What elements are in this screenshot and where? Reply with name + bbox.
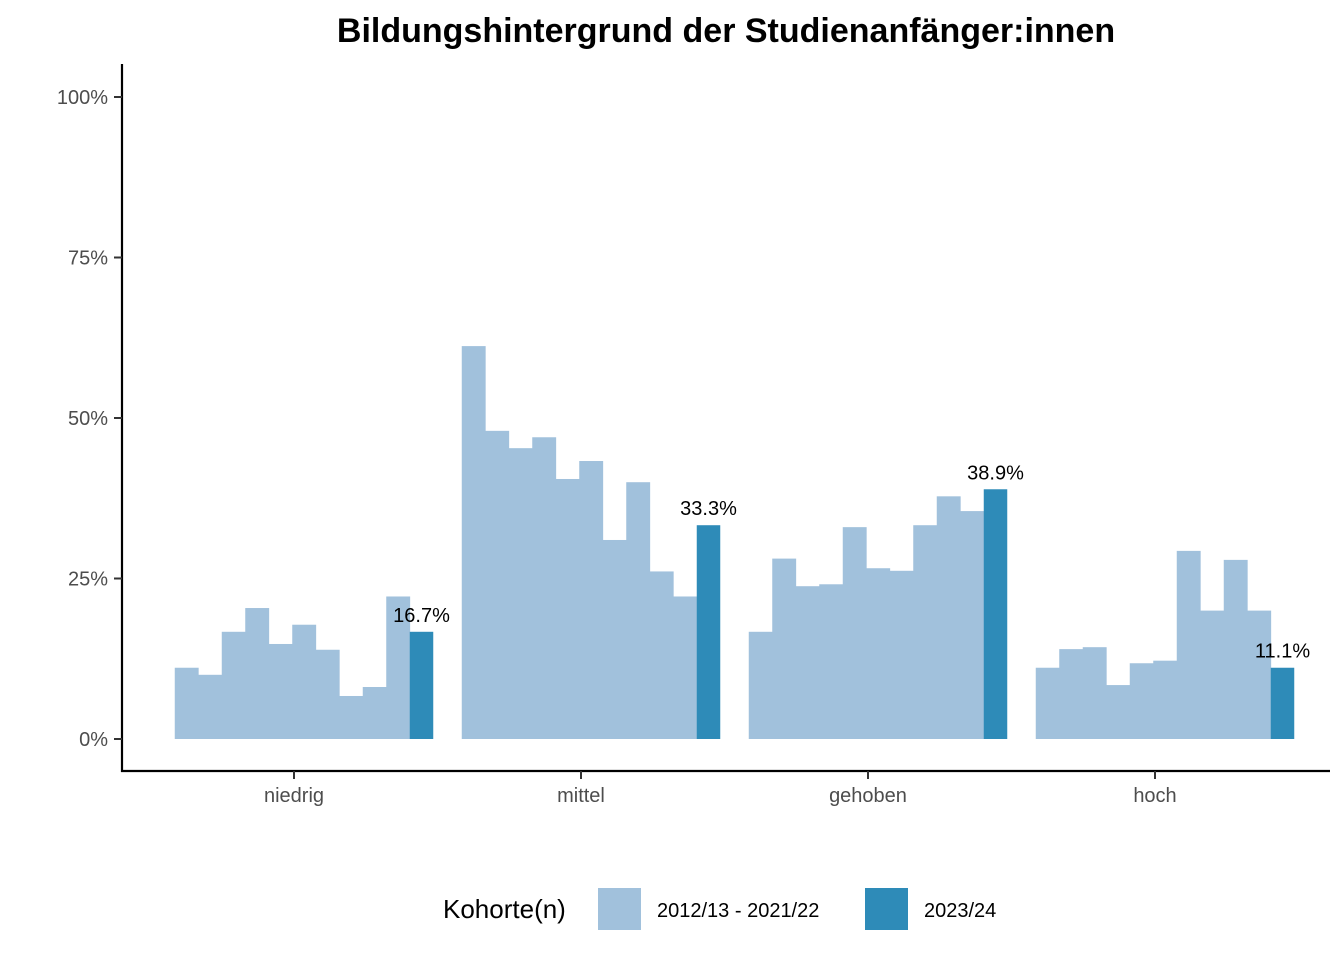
bar-hoch-history-7: [1176, 550, 1201, 739]
bar-gehoben-history-5: [842, 527, 867, 739]
bar-gehoben-history-3: [795, 586, 820, 739]
bar-mittel-history-7: [602, 539, 627, 739]
bar-mittel-history-1: [461, 346, 486, 739]
bar-mittel-history-9: [649, 571, 674, 739]
legend-swatch-history: [598, 888, 641, 930]
bar-mittel-history-3: [508, 448, 533, 739]
chart-title: Bildungshintergrund der Studienanfänger:…: [337, 12, 1115, 50]
y-tick-label: 100%: [57, 87, 108, 109]
bar-gehoben-history-8: [913, 525, 938, 739]
bar-hoch-history-10: [1247, 610, 1272, 739]
bar-gehoben-history-2: [772, 558, 797, 739]
bar-hoch-history-4: [1106, 685, 1131, 739]
legend-title: Kohorte(n): [443, 894, 566, 924]
y-tick-label: 50%: [68, 408, 108, 430]
bar-mittel-history-5: [555, 478, 580, 739]
bar-hoch-history-3: [1082, 647, 1107, 739]
data-label-hoch: 11.1%: [1255, 641, 1310, 663]
legend-label-current: 2023/24: [924, 900, 996, 922]
bar-niedrig-history-6: [292, 624, 317, 739]
bar-hoch-history-1: [1035, 667, 1060, 739]
bar-hoch-history-9: [1223, 559, 1248, 739]
bar-hoch-history-2: [1059, 649, 1084, 739]
bar-mittel-history-6: [579, 461, 604, 739]
bar-gehoben-history-4: [819, 584, 844, 739]
plot-area: 16.7% 33.3% 38.9% 11.1%: [174, 346, 1310, 739]
bar-niedrig-current: [409, 631, 434, 739]
bar-gehoben-history-9: [936, 496, 961, 739]
bar-hoch-history-6: [1153, 660, 1178, 739]
legend: Kohorte(n) 2012/13 - 2021/22 2023/24: [443, 888, 996, 930]
legend-label-history: 2012/13 - 2021/22: [657, 900, 819, 922]
x-tick-label-mittel: mittel: [557, 785, 605, 807]
bar-hoch-history-8: [1200, 610, 1225, 739]
bar-niedrig-history-5: [268, 643, 293, 739]
x-axis-ticks: niedrig mittel gehoben hoch: [264, 771, 1177, 807]
bar-gehoben-history-10: [960, 511, 985, 739]
bar-niedrig-history-9: [362, 687, 387, 739]
data-label-mittel: 33.3%: [680, 498, 737, 520]
bar-niedrig-history-4: [245, 608, 270, 739]
data-label-niedrig: 16.7%: [393, 605, 450, 627]
x-tick-label-gehoben: gehoben: [829, 785, 907, 807]
y-tick-label: 0%: [79, 729, 108, 751]
bar-hoch-history-5: [1129, 663, 1154, 739]
bar-niedrig-history-10: [386, 596, 411, 739]
bar-gehoben-current: [983, 489, 1008, 739]
bar-gehoben-history-7: [889, 570, 914, 739]
bar-niedrig-history-3: [221, 631, 246, 739]
bar-mittel-history-2: [485, 430, 510, 739]
bar-mittel-history-10: [673, 596, 698, 739]
bar-gehoben-history-1: [748, 631, 773, 739]
legend-swatch-current: [865, 888, 908, 930]
bar-niedrig-history-1: [174, 667, 199, 739]
x-tick-label-hoch: hoch: [1133, 785, 1176, 807]
bar-mittel-history-4: [532, 437, 557, 739]
y-tick-label: 75%: [68, 248, 108, 270]
bar-niedrig-history-7: [315, 649, 340, 739]
bar-hoch-current: [1270, 667, 1295, 739]
bar-niedrig-history-2: [198, 674, 223, 739]
y-tick-label: 25%: [68, 569, 108, 591]
bar-niedrig-history-8: [339, 695, 364, 739]
y-axis-ticks: 0% 25% 50% 75% 100%: [57, 87, 122, 751]
x-tick-label-niedrig: niedrig: [264, 785, 324, 807]
data-label-gehoben: 38.9%: [967, 462, 1024, 484]
bar-mittel-history-8: [626, 482, 651, 739]
bar-gehoben-history-6: [866, 568, 891, 739]
bar-mittel-current: [696, 525, 721, 739]
